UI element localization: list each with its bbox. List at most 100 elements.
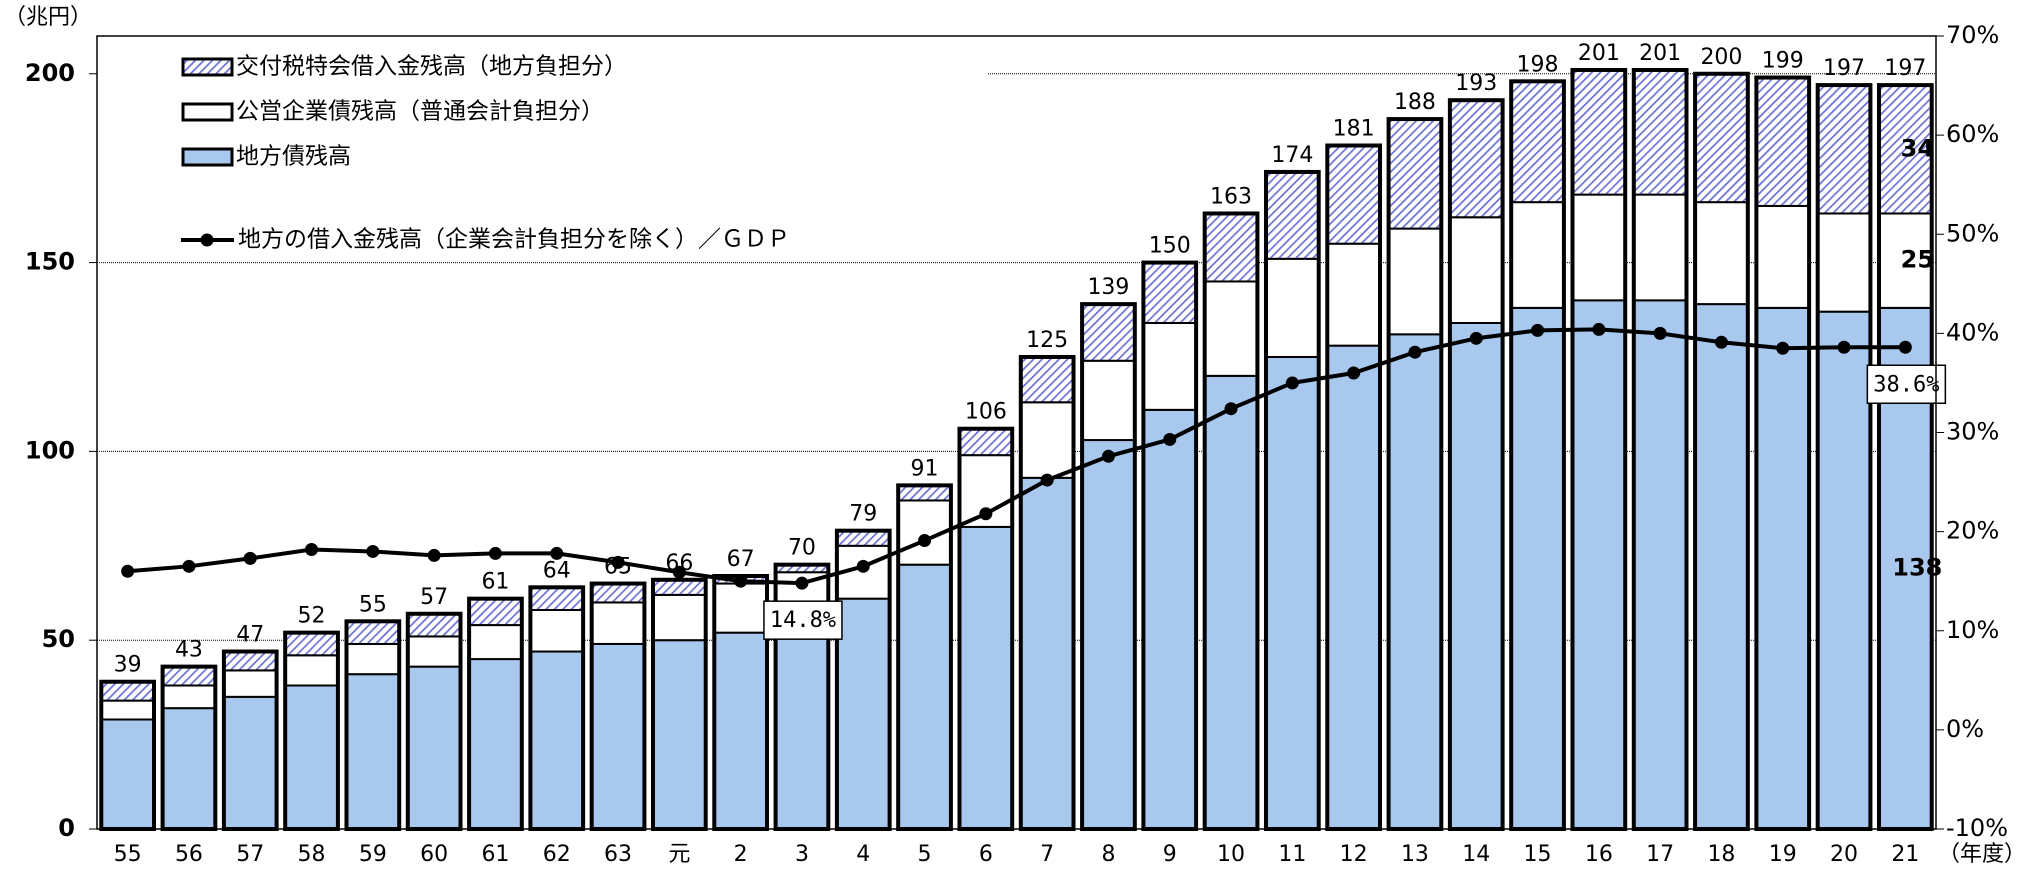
total-label: 198 <box>1517 52 1559 77</box>
x-tick-label: 12 <box>1340 842 1368 867</box>
total-label: 199 <box>1762 49 1804 74</box>
line-marker <box>734 574 748 588</box>
bar-segment <box>1326 144 1382 245</box>
x-tick-label: 2 <box>734 842 748 867</box>
legend-label: 地方の借入金残高（企業会計負担分を除く）／ＧＤＰ <box>238 227 790 253</box>
segment-label: 138 <box>1892 553 1942 581</box>
line-marker <box>366 544 380 558</box>
bar-segment <box>1510 201 1565 309</box>
line-marker <box>550 546 564 560</box>
bar-segment <box>100 718 156 830</box>
total-label: 201 <box>1578 41 1620 66</box>
total-label: 200 <box>1700 45 1742 70</box>
total-label: 193 <box>1455 71 1497 96</box>
bar-segment <box>1510 80 1565 204</box>
line-marker <box>918 534 932 548</box>
bar-segment <box>774 620 830 830</box>
bar-segment <box>222 669 278 698</box>
line-marker <box>795 576 809 590</box>
x-tick-label: 60 <box>420 842 448 867</box>
bar-segment <box>1142 321 1198 411</box>
total-label: 201 <box>1639 41 1681 66</box>
y-tick-label: 50 <box>42 625 75 653</box>
legend-swatch <box>181 102 234 122</box>
total-label: 150 <box>1149 234 1191 259</box>
y-tick-label: 0 <box>58 814 75 842</box>
y2-tick-label: 40% <box>1946 318 1999 346</box>
total-label: 52 <box>298 604 326 629</box>
bar-segment <box>1019 476 1075 830</box>
bar-segment <box>1571 193 1627 302</box>
line <box>127 327 1906 586</box>
x-tick-label: 59 <box>359 842 387 867</box>
y2-tick-label: 10% <box>1946 616 1999 644</box>
x-axis-label: （年度） <box>1938 842 2024 867</box>
line-marker <box>243 551 257 565</box>
x-tick-label: 63 <box>604 842 632 867</box>
bar-segment <box>1326 242 1382 347</box>
bar-segment <box>590 601 646 645</box>
bar-segment <box>1816 212 1872 313</box>
total-label: 70 <box>788 536 816 561</box>
line-marker <box>182 559 196 573</box>
bar-segment <box>1448 99 1504 219</box>
x-tick-label: 62 <box>543 842 571 867</box>
segment-label: 34 <box>1901 134 1934 162</box>
x-tick-label: 20 <box>1830 842 1858 867</box>
line-marker <box>1347 366 1361 380</box>
bar-segment <box>713 631 769 831</box>
x-tick-label: 7 <box>1040 842 1054 867</box>
bar-segment <box>1264 257 1320 358</box>
y2-tick-label: 20% <box>1946 517 1999 545</box>
bar-segment <box>1448 321 1504 830</box>
total-label: 197 <box>1884 56 1926 81</box>
x-tick-label: 8 <box>1101 842 1115 867</box>
total-label: 39 <box>114 653 142 678</box>
bar-segment <box>835 597 891 831</box>
x-tick-label: 58 <box>298 842 326 867</box>
y2-tick-label: 30% <box>1946 418 1999 446</box>
line-marker <box>1285 376 1299 390</box>
bar-segment <box>1571 68 1627 196</box>
bar-segment <box>1203 212 1259 283</box>
bar-segment <box>1510 306 1565 830</box>
total-label: 91 <box>911 456 939 481</box>
total-label: 55 <box>359 592 387 617</box>
x-tick-label: 11 <box>1278 842 1306 867</box>
legend-label: 交付税特会借入金残高（地方負担分） <box>236 54 627 80</box>
bar-segment <box>1694 72 1749 204</box>
x-tick-label: 16 <box>1585 842 1613 867</box>
bar-segment <box>1755 204 1811 309</box>
bar-segment <box>345 620 401 645</box>
total-label: 174 <box>1271 143 1313 168</box>
segment-label: 25 <box>1901 246 1934 274</box>
line-marker <box>672 565 686 579</box>
total-label: 64 <box>543 558 571 583</box>
y-tick-label: 150 <box>25 248 75 276</box>
y-tick-label: 100 <box>25 436 75 464</box>
bar-segment <box>1816 310 1872 830</box>
total-label: 106 <box>965 400 1007 425</box>
total-label: 188 <box>1394 90 1436 115</box>
x-tick-label: 55 <box>114 842 142 867</box>
bar-segment <box>529 608 585 653</box>
total-label: 61 <box>481 570 509 595</box>
legend-swatch <box>181 57 234 77</box>
bar-segment <box>651 578 707 596</box>
bar-segment <box>1081 359 1136 442</box>
line-marker <box>1898 340 1912 354</box>
bar-segment <box>406 635 462 668</box>
bar-segment <box>651 593 707 642</box>
total-label: 67 <box>727 547 755 572</box>
bar-segment <box>1264 170 1320 260</box>
bar-segment <box>406 665 462 830</box>
bar-segment <box>1081 303 1136 362</box>
bar-segment <box>468 597 523 627</box>
line-marker <box>488 546 502 560</box>
line-marker <box>1776 341 1790 355</box>
line-label-box <box>763 600 843 640</box>
x-tick-label: 21 <box>1891 842 1919 867</box>
bar-segment <box>1571 299 1627 831</box>
bar-segment <box>100 680 156 702</box>
